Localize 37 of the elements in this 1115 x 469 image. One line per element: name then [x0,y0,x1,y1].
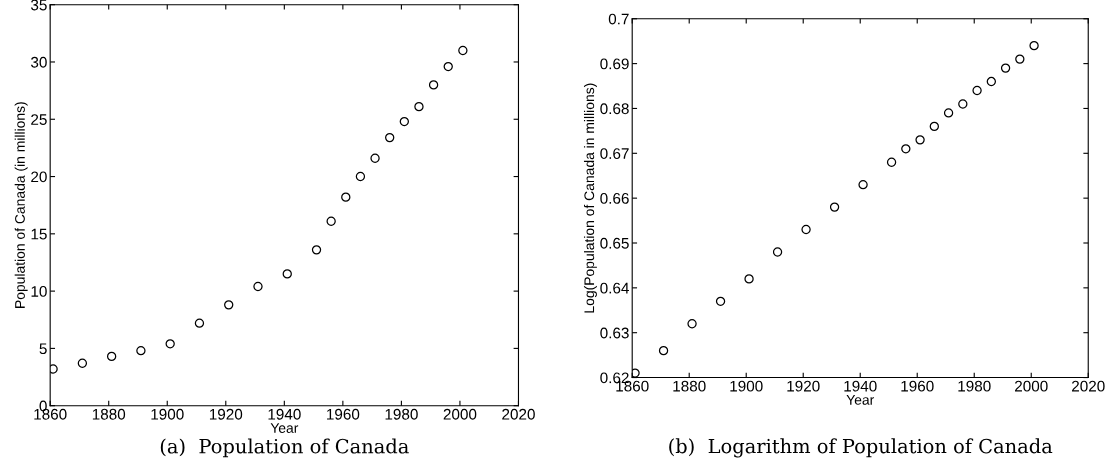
text: (b) Logarithm of Population of Canada [669,438,1053,458]
y-tick-label: 30 [30,56,47,68]
y-tick-label: 0.68 [600,103,629,115]
x-axis-title: Year [270,423,299,433]
y-axis-title: Population of Canada (in millions) [14,102,28,308]
x-tick-label: 1900 [151,408,184,420]
y-tick-label: 0.69 [600,58,629,70]
x-tick-label: 1880 [92,408,126,420]
x-tick-label: 1980 [958,380,991,392]
x-tick-label: 2000 [443,408,477,420]
y-axis-title: Log(Population of Canada in millions) [583,83,597,313]
x-tick-label: 2020 [1072,380,1105,392]
y-tick-label: 0.7 [608,13,629,25]
x-tick-label: 1920 [209,408,243,420]
y-tick-label: 0.66 [600,193,629,204]
x-tick-label: 1880 [673,380,706,392]
y-tick-label: 0.64 [600,282,629,294]
y-tick-label: 20 [31,171,47,183]
y-tick-label: 0.67 [600,148,629,159]
y-tick-label: 0.65 [600,237,629,249]
x-tick-label: 2020 [502,408,535,420]
x-axis-title: Year [846,395,875,405]
y-tick-label: 10 [31,285,47,297]
y-tick-label: 0.63 [600,327,629,339]
y-tick-label: 5 [39,343,47,355]
x-tick-label: 1960 [901,380,934,392]
x-tick-label: 1920 [787,380,820,392]
x-tick-label: 2000 [1015,380,1048,392]
y-tick-label: 15 [31,228,47,240]
x-tick-label: 1900 [730,380,763,392]
x-tick-label: 1940 [844,380,877,392]
x-tick-label: 1960 [327,408,360,420]
y-tick-label: 35 [30,0,47,11]
x-tick-label: 1940 [268,408,301,420]
y-tick-label: 25 [31,114,47,125]
x-tick-label: 1980 [385,408,418,420]
text: (a) Population of Canada [160,438,409,458]
